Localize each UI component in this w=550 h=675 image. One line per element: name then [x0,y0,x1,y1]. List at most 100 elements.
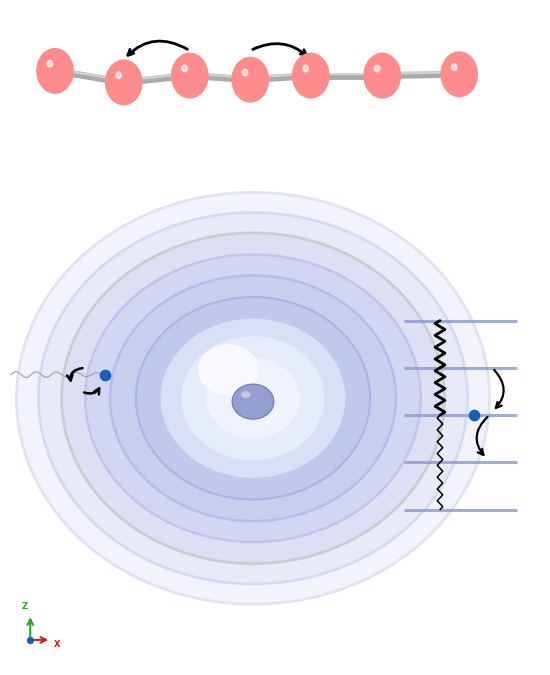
Circle shape [376,68,389,84]
Circle shape [298,60,323,91]
Circle shape [306,70,315,81]
Circle shape [450,63,469,86]
Circle shape [107,62,140,103]
Point [26,634,35,645]
Circle shape [249,78,252,82]
Circle shape [37,49,73,93]
Circle shape [244,72,257,88]
Ellipse shape [39,213,468,584]
Circle shape [444,55,475,93]
Circle shape [378,70,387,81]
Ellipse shape [110,275,396,521]
Circle shape [367,57,398,94]
Circle shape [243,71,257,88]
Circle shape [233,59,267,101]
Circle shape [448,61,470,88]
Circle shape [185,70,194,81]
Circle shape [39,51,72,91]
Circle shape [47,60,53,67]
Circle shape [309,74,312,78]
Circle shape [44,57,66,84]
Circle shape [300,62,322,89]
Circle shape [379,72,385,79]
Ellipse shape [206,358,300,439]
Circle shape [232,57,268,102]
Point [100,369,109,380]
Circle shape [187,72,192,79]
Circle shape [236,62,265,97]
Circle shape [50,64,60,78]
Circle shape [243,69,248,76]
Text: Z: Z [22,602,28,611]
Circle shape [373,65,392,87]
Circle shape [121,79,126,86]
Ellipse shape [182,336,324,460]
Circle shape [246,74,255,85]
Circle shape [238,64,263,95]
Circle shape [305,69,316,82]
Circle shape [109,65,138,100]
Circle shape [54,70,56,72]
Ellipse shape [198,344,258,396]
Circle shape [375,67,389,84]
Circle shape [106,60,142,105]
Circle shape [47,61,63,81]
Ellipse shape [136,297,370,500]
Circle shape [108,63,139,101]
Circle shape [368,59,396,92]
Circle shape [297,59,324,92]
Circle shape [240,68,260,92]
Circle shape [307,71,315,80]
Circle shape [189,74,191,77]
Circle shape [38,50,72,92]
Circle shape [372,63,392,88]
Circle shape [179,62,201,89]
Circle shape [184,69,195,82]
Circle shape [249,78,251,81]
Circle shape [114,72,133,94]
Circle shape [366,55,399,96]
Circle shape [40,52,70,90]
Circle shape [364,53,400,98]
Ellipse shape [62,233,444,564]
Circle shape [456,71,462,78]
Circle shape [116,72,132,92]
Circle shape [242,70,258,90]
Circle shape [294,55,328,97]
Circle shape [235,61,266,99]
Circle shape [304,67,318,84]
Circle shape [365,55,399,97]
Circle shape [41,53,69,88]
Circle shape [452,65,466,83]
Circle shape [458,73,460,76]
Ellipse shape [85,254,421,542]
Circle shape [442,53,476,95]
Circle shape [445,57,474,92]
Circle shape [174,57,205,94]
Ellipse shape [161,319,345,478]
Circle shape [245,73,256,86]
Circle shape [443,54,476,94]
Circle shape [371,61,394,90]
Circle shape [45,59,65,83]
Circle shape [377,69,388,82]
Circle shape [41,54,69,88]
Circle shape [107,61,141,103]
Circle shape [239,65,262,94]
Circle shape [296,58,325,93]
Circle shape [118,76,129,89]
Circle shape [172,53,208,98]
Circle shape [117,74,131,91]
Circle shape [182,65,188,72]
Circle shape [180,65,199,87]
Circle shape [116,72,122,78]
Circle shape [310,74,312,77]
Circle shape [186,71,194,80]
Circle shape [113,69,135,96]
Circle shape [183,68,196,84]
Circle shape [308,72,314,79]
Circle shape [374,65,390,86]
Circle shape [370,60,395,91]
Circle shape [304,68,317,84]
Circle shape [293,53,329,98]
